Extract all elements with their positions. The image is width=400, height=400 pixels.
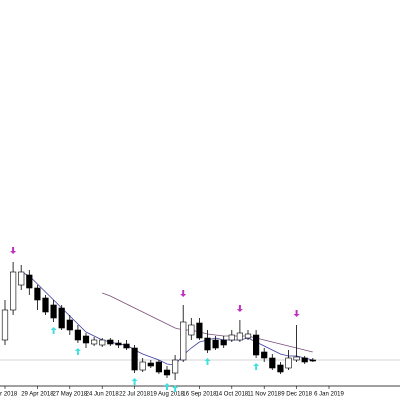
- moving-average-line: [21, 271, 313, 366]
- sell-arrow: [180, 290, 187, 297]
- candle-body: [301, 357, 308, 363]
- sell-arrow: [236, 305, 243, 312]
- sell-arrow: [293, 310, 300, 317]
- x-tick-label: 6 Jan 2019: [314, 392, 344, 398]
- candle-body: [58, 307, 65, 329]
- candle-body: [1, 309, 9, 341]
- candle-body: [82, 335, 90, 344]
- buy-arrow: [74, 348, 81, 355]
- candle-body: [196, 322, 203, 339]
- candle-body: [220, 339, 227, 346]
- x-tick-label: 24 Jun 2018: [86, 392, 120, 398]
- candle-body: [107, 339, 114, 345]
- buy-arrow: [131, 378, 138, 385]
- candle-body: [139, 361, 146, 371]
- x-tick-label: 29 Apr 2018: [21, 392, 54, 398]
- candle-body: [42, 297, 49, 313]
- x-tick-label: Apr 2018: [0, 392, 18, 398]
- sell-arrow: [10, 247, 17, 254]
- candle-body: [212, 339, 219, 349]
- candle-body: [180, 321, 187, 361]
- candle-body: [91, 339, 98, 345]
- candle-body: [34, 287, 41, 301]
- candle-body: [123, 343, 130, 349]
- buy-arrow: [253, 363, 260, 370]
- candle-body: [74, 329, 81, 341]
- candle-body: [147, 362, 154, 367]
- candle-body: [244, 333, 252, 339]
- candle-body: [50, 304, 57, 319]
- candle-body: [163, 369, 171, 376]
- candle-body: [172, 359, 179, 374]
- candle-body: [285, 357, 292, 369]
- x-tick-label: 22 Jul 2018: [119, 392, 151, 398]
- x-tick-label: 19 Aug 2018: [150, 392, 184, 398]
- x-tick-label: 14 Oct 2018: [215, 392, 248, 398]
- candle-body: [131, 347, 138, 371]
- candle-body: [10, 271, 17, 311]
- candle-body: [277, 364, 284, 373]
- candle-body: [269, 357, 276, 369]
- candle-body: [99, 339, 106, 346]
- candle-body: [261, 351, 268, 359]
- candle-body: [155, 361, 163, 373]
- candle-body: [18, 271, 25, 286]
- candle-body: [236, 332, 244, 341]
- x-tick-label: 16 Sep 2018: [182, 392, 217, 398]
- buy-arrow: [50, 327, 57, 334]
- candle-body: [253, 334, 260, 356]
- candle-body: [115, 342, 122, 346]
- candle-body: [188, 324, 195, 336]
- x-tick-label: 27 May 2018: [52, 392, 87, 398]
- buy-arrow: [172, 385, 179, 392]
- candle-body: [26, 274, 33, 289]
- x-tick-label: 11 Nov 2018: [247, 392, 281, 398]
- x-tick-label: 9 Dec 2018: [281, 392, 312, 398]
- candle-body: [228, 334, 235, 341]
- candle-body: [293, 356, 300, 361]
- candle-body: [66, 319, 73, 331]
- candle-body: [309, 359, 316, 362]
- buy-arrow: [164, 383, 170, 390]
- candle-body: [204, 337, 211, 351]
- buy-arrow: [204, 358, 211, 365]
